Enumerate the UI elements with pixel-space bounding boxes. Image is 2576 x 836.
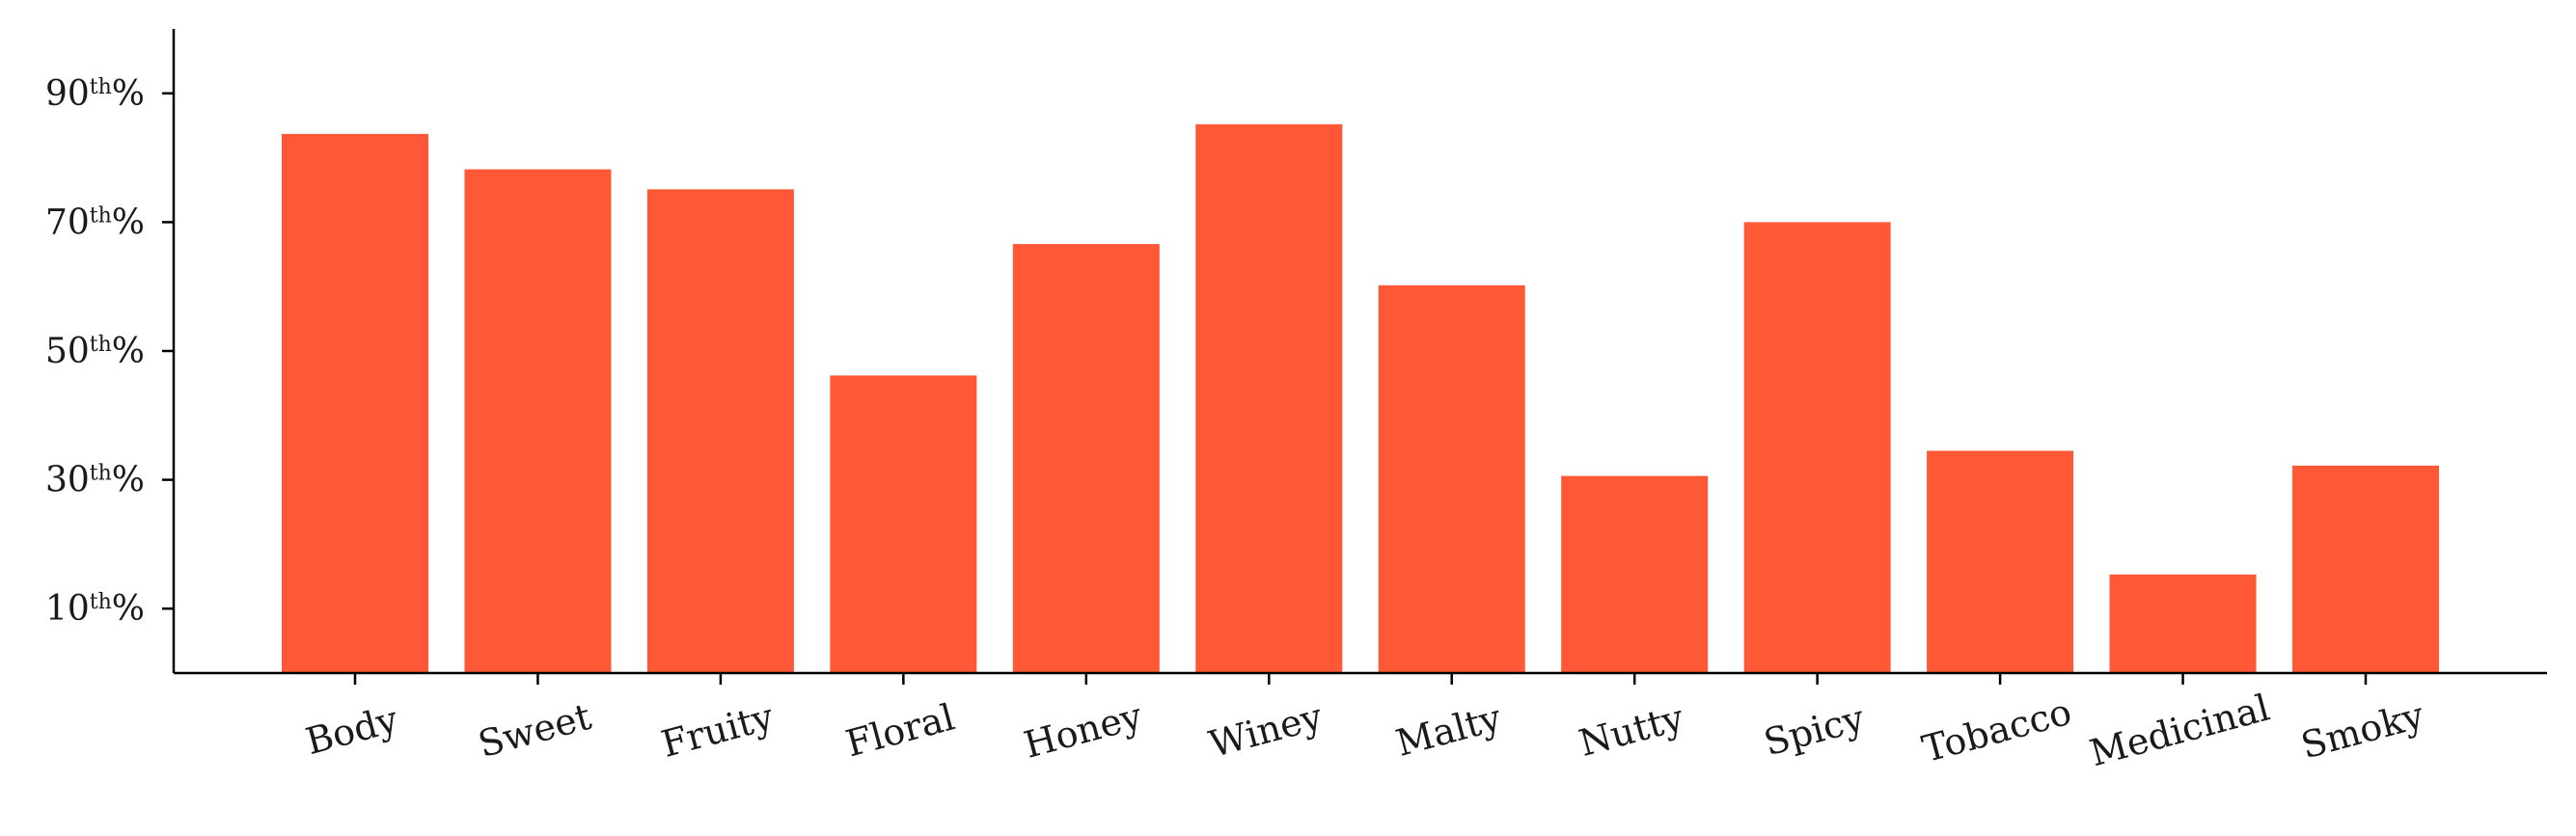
bar-body xyxy=(282,133,428,673)
y-tick-label: 90th% xyxy=(45,74,145,114)
x-tick-label-medicinal: Medicinal xyxy=(2085,687,2273,775)
x-tick-label-nutty: Nutty xyxy=(1575,696,1688,765)
bar-tobacco xyxy=(1927,450,2074,673)
bar-smoky xyxy=(2292,465,2439,673)
bar-spicy xyxy=(1743,222,1891,673)
x-tick-label-smoky: Smoky xyxy=(2296,693,2428,767)
bar-nutty xyxy=(1561,475,1709,673)
x-axis-ticks: Body Sweet Fruity Floral Honey Winey Malty Nutt… xyxy=(301,673,2428,774)
x-tick-label-honey: Honey xyxy=(1020,694,1147,767)
y-tick-label: 10th% xyxy=(45,589,145,629)
x-tick-label-spicy: Spicy xyxy=(1760,696,1870,764)
y-tick-number: 70 xyxy=(45,202,90,242)
bar-malty xyxy=(1378,284,1525,673)
y-tick-number: 90 xyxy=(45,74,90,114)
y-tick-label: 70th% xyxy=(45,202,145,242)
x-tick-label-floral: Floral xyxy=(841,695,959,765)
y-tick-suffix: % xyxy=(112,202,145,242)
bar-floral xyxy=(830,375,977,673)
y-tick-suffix: % xyxy=(112,332,145,371)
x-tick-label-winey: Winey xyxy=(1205,695,1328,766)
y-axis-ticks: 10th%30th%50th%70th%90th% xyxy=(45,74,174,629)
y-tick-superscript: th xyxy=(90,75,112,99)
y-tick-number: 30 xyxy=(45,461,90,500)
bars-layer xyxy=(282,123,2439,673)
y-tick-number: 50 xyxy=(45,332,90,371)
bar-winey xyxy=(1195,123,1343,673)
y-tick-superscript: th xyxy=(90,590,112,614)
y-tick-suffix: % xyxy=(112,74,145,114)
x-tick-label-sweet: Sweet xyxy=(474,695,595,766)
y-tick-suffix: % xyxy=(112,589,145,629)
y-tick-superscript: th xyxy=(90,462,112,486)
bar-honey xyxy=(1012,244,1160,673)
y-tick-superscript: th xyxy=(90,203,112,228)
x-tick-label-tobacco: Tobacco xyxy=(1918,690,2076,770)
x-tick-label-malty: Malty xyxy=(1391,696,1506,765)
y-tick-label: 30th% xyxy=(45,461,145,500)
y-tick-suffix: % xyxy=(112,461,145,500)
y-tick-label: 50th% xyxy=(45,332,145,371)
y-tick-number: 10 xyxy=(45,589,90,629)
bar-medicinal xyxy=(2109,574,2257,673)
y-tick-superscript: th xyxy=(90,333,112,357)
x-tick-label-body: Body xyxy=(301,698,402,764)
x-tick-label-fruity: Fruity xyxy=(657,695,779,766)
bar-fruity xyxy=(646,189,794,673)
bar-sweet xyxy=(464,169,612,673)
